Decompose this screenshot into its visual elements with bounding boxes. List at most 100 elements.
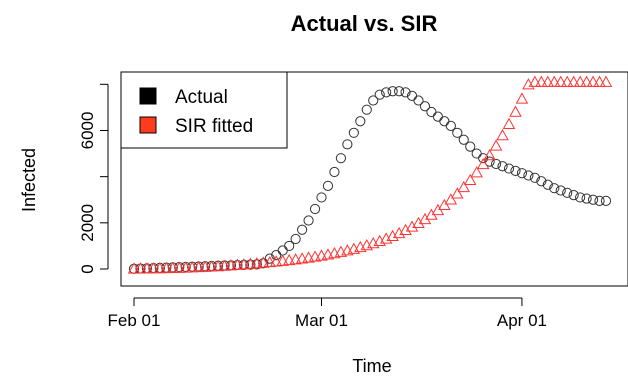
sir-fitted-point <box>134 262 147 274</box>
sir-fitted-point <box>289 253 302 265</box>
sir-fitted-point <box>269 255 283 267</box>
sir-fitted-point <box>548 75 561 87</box>
sir-fitted-point <box>147 262 160 274</box>
actual-point <box>361 104 372 115</box>
sir-fitted-point <box>567 75 580 87</box>
actual-point <box>452 127 463 138</box>
actual-point <box>251 259 262 270</box>
x-axis: Feb 01 Mar 01 Apr 01 <box>108 297 547 330</box>
actual-point <box>297 224 308 235</box>
sir-fitted-point <box>457 180 471 193</box>
actual-point <box>458 134 469 145</box>
sir-fitted-point <box>599 75 613 87</box>
sir-fitted-point <box>360 238 374 251</box>
sir-fitted-point <box>418 212 432 225</box>
actual-point <box>264 253 275 264</box>
sir-fitted-point <box>231 258 244 270</box>
y-tick-label: 2000 <box>78 204 97 242</box>
actual-point <box>549 183 560 194</box>
legend-label-sir-fitted: SIR fitted <box>175 116 253 137</box>
actual-point <box>503 163 515 174</box>
sir-fitted-point <box>515 92 529 104</box>
actual-point <box>445 120 456 131</box>
sir-fitted-point <box>166 261 180 274</box>
legend-swatch-actual <box>139 87 157 105</box>
legend-label-actual: Actual <box>175 87 228 108</box>
actual-point <box>245 259 256 270</box>
actual-point <box>348 127 359 138</box>
y-axis: 0 2000 6000 <box>78 83 109 274</box>
actual-point <box>238 259 250 270</box>
sir-fitted-point <box>438 198 451 211</box>
actual-point <box>465 141 476 152</box>
actual-point <box>335 153 347 164</box>
sir-fitted-point <box>282 253 296 266</box>
actual-point <box>426 106 437 118</box>
sir-fitted-point <box>140 262 154 274</box>
actual-point <box>290 233 301 245</box>
actual-point <box>510 165 521 176</box>
actual-point <box>555 185 566 196</box>
sir-fitted-point <box>483 149 496 161</box>
actual-point <box>355 116 366 127</box>
actual-point <box>516 168 528 179</box>
x-tick-label: Feb 01 <box>108 311 161 330</box>
sir-fitted-point <box>173 261 186 273</box>
actual-point <box>277 245 288 256</box>
sir-fitted-point <box>263 255 277 268</box>
y-axis-label: Infected <box>19 148 39 212</box>
actual-point <box>400 87 411 98</box>
actual-point <box>322 180 334 191</box>
actual-point <box>490 158 502 170</box>
actual-point <box>529 172 540 183</box>
sir-fitted-point <box>198 260 212 272</box>
sir-fitted-point <box>470 166 483 178</box>
sir-fitted-point <box>541 75 555 87</box>
y-tick-label: 6000 <box>78 112 97 150</box>
sir-fitted-point <box>580 75 593 87</box>
series-sir-fitted <box>127 75 613 274</box>
sir-fitted-point <box>244 257 257 269</box>
sir-fitted-point <box>237 258 251 270</box>
actual-point <box>303 215 314 226</box>
actual-point <box>413 95 424 106</box>
sir-fitted-point <box>211 259 225 272</box>
actual-point <box>542 179 553 190</box>
actual-point <box>568 190 579 201</box>
actual-point <box>471 148 482 159</box>
actual-point <box>562 187 573 198</box>
series-actual <box>128 86 612 274</box>
legend-swatch-sir-fitted <box>139 116 157 134</box>
sir-fitted-point <box>412 216 425 229</box>
actual-point <box>393 86 405 97</box>
actual-point <box>329 166 340 178</box>
sir-fitted-point <box>185 261 199 273</box>
actual-point <box>587 194 599 205</box>
x-tick-label: Apr 01 <box>497 311 547 330</box>
actual-point <box>575 192 586 203</box>
actual-point <box>600 195 612 206</box>
sir-fitted-point <box>554 75 567 87</box>
actual-point <box>432 111 443 122</box>
actual-point <box>439 116 450 127</box>
sir-fitted-point <box>509 105 522 117</box>
sir-fitted-point <box>463 173 477 186</box>
sir-fitted-point <box>535 75 548 87</box>
actual-point <box>523 170 534 181</box>
sir-fitted-point <box>593 75 606 87</box>
sir-fitted-point <box>405 220 419 232</box>
sir-fitted-point <box>451 187 464 199</box>
sir-fitted-point <box>127 262 141 274</box>
sir-fitted-point <box>528 75 542 87</box>
sir-fitted-point <box>205 260 218 272</box>
sir-fitted-point <box>586 75 600 87</box>
sir-fitted-point <box>192 260 205 273</box>
sir-fitted-point <box>160 261 173 274</box>
actual-point <box>581 193 592 204</box>
sir-fitted-point <box>502 117 516 129</box>
sir-fitted-point <box>153 262 167 274</box>
sir-fitted-point <box>476 157 490 170</box>
chart-title: Actual vs. SIR <box>291 11 438 36</box>
actual-point <box>309 203 321 215</box>
sir-fitted-point <box>366 236 380 249</box>
